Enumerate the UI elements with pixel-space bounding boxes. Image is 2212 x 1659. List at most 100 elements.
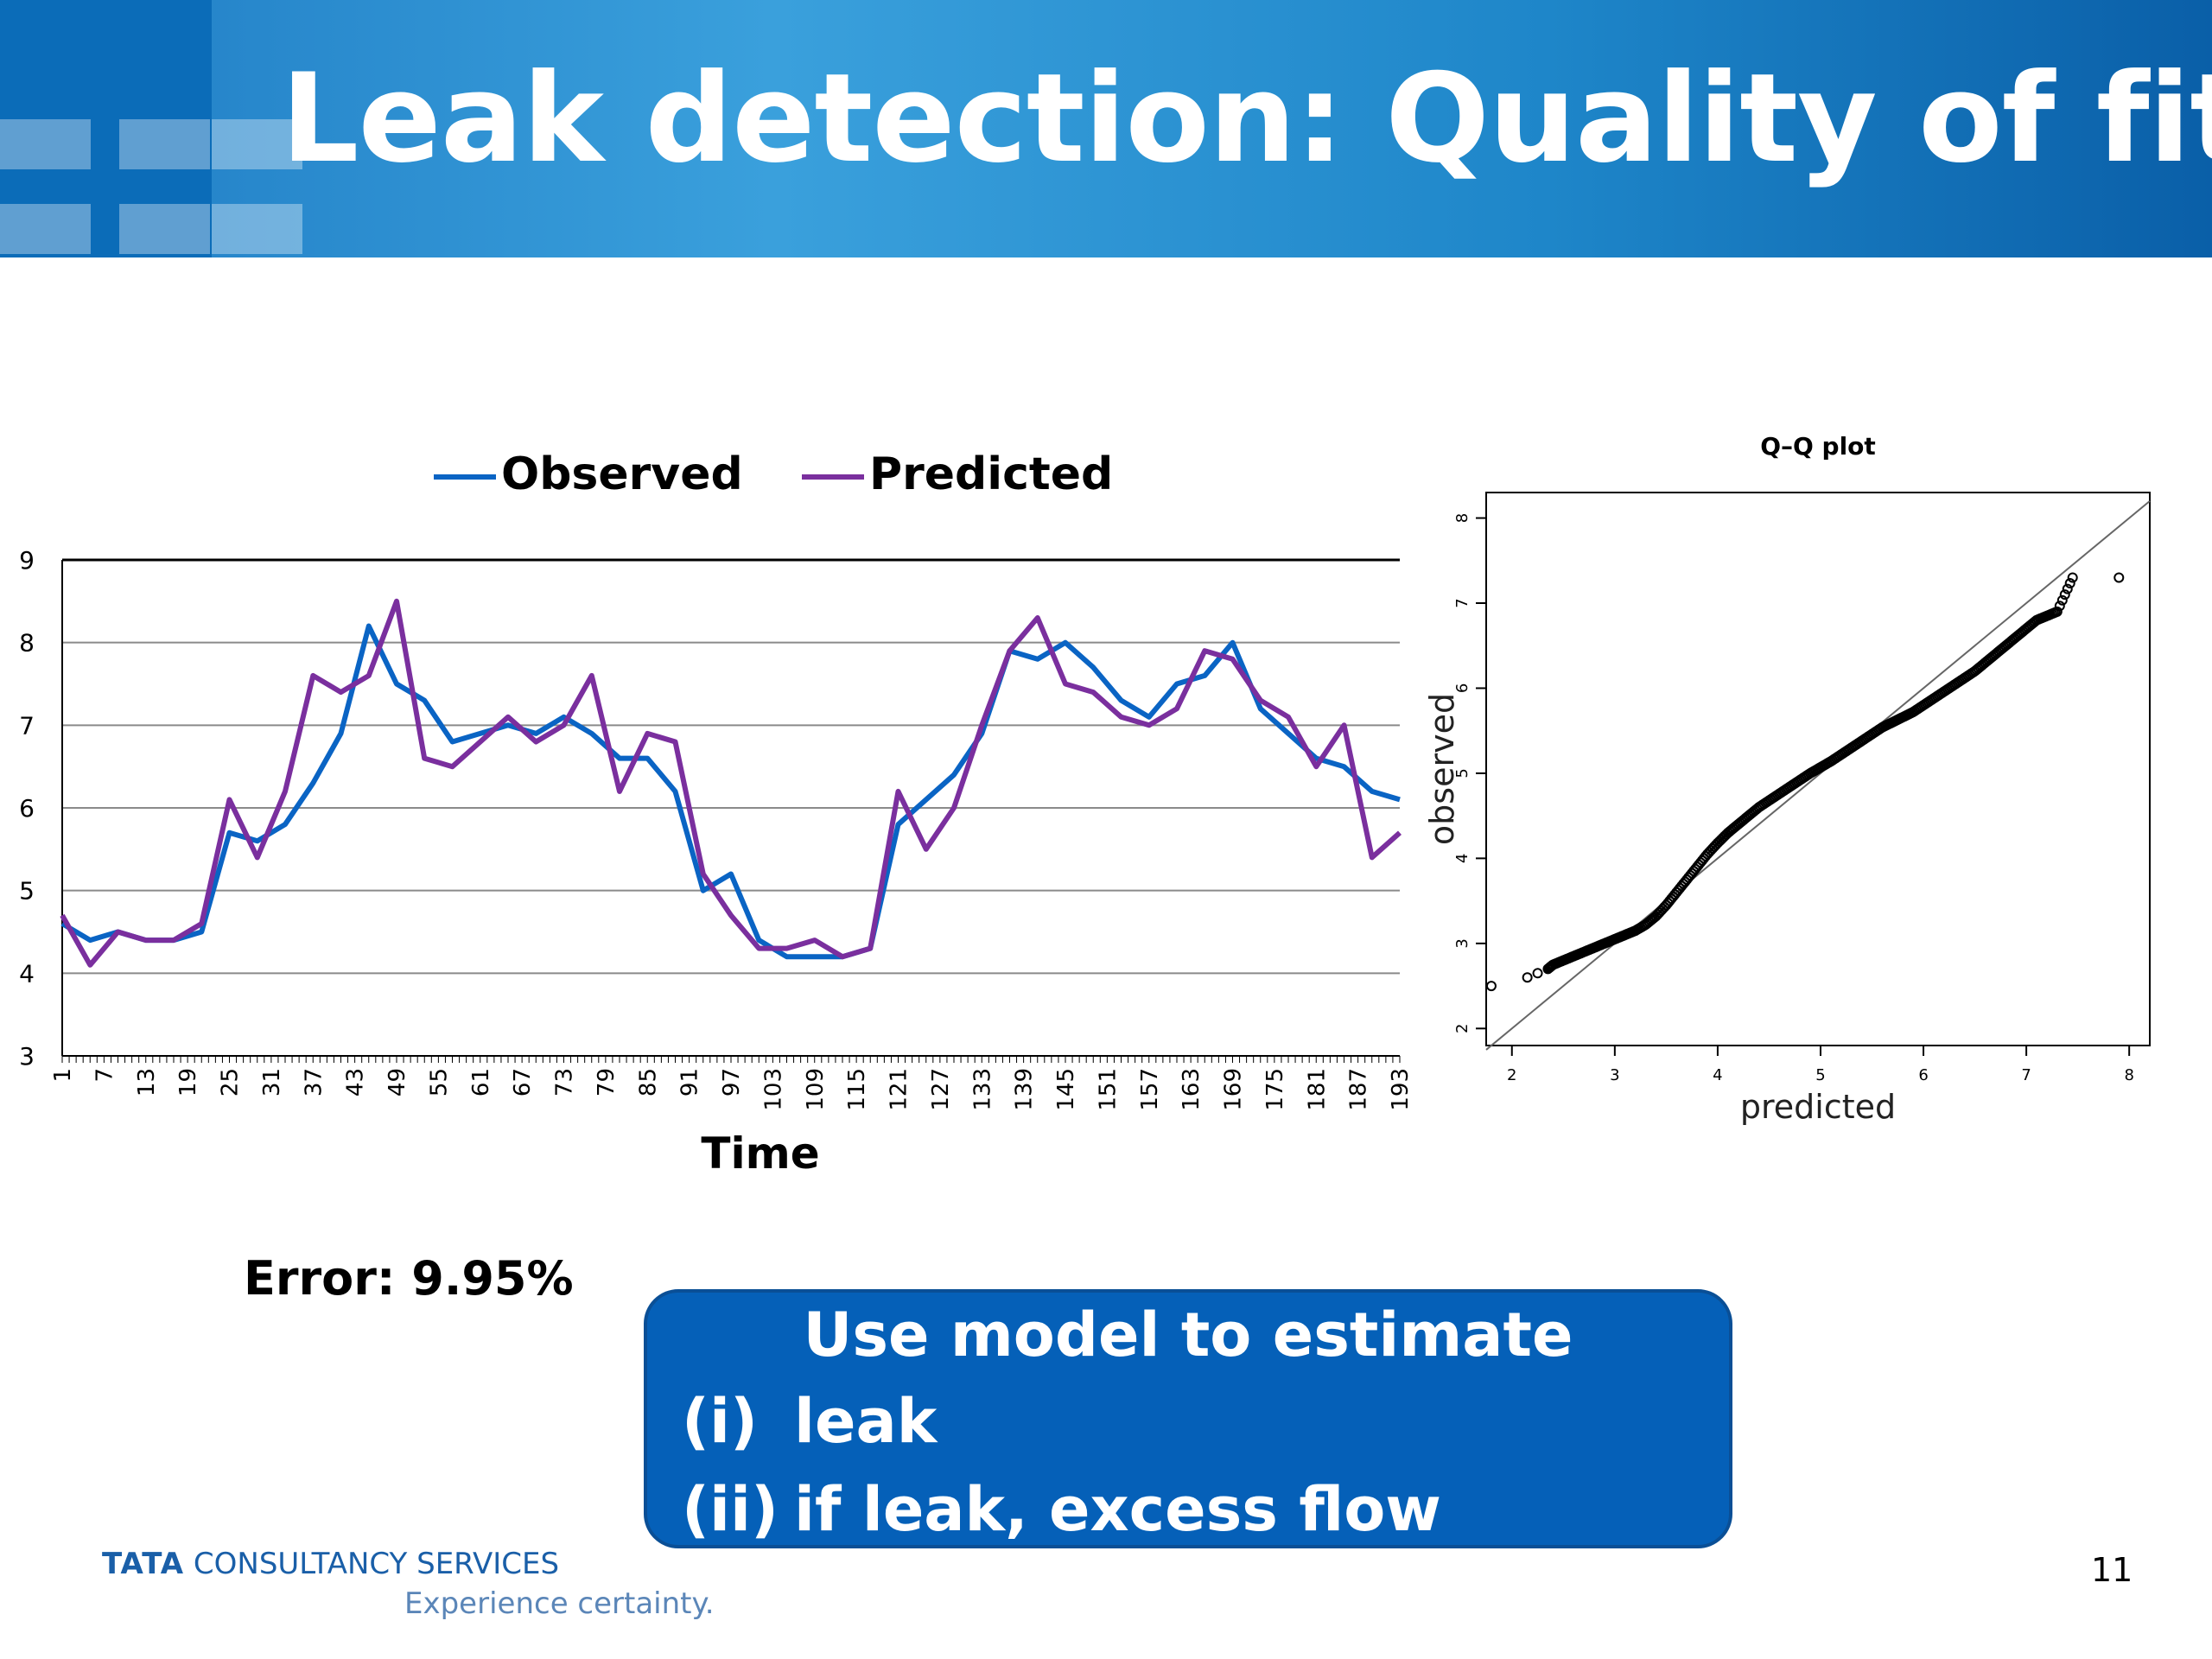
brand-tata: TATA	[102, 1547, 185, 1581]
y-tick-label: 5	[19, 877, 35, 906]
company-tagline: Experience certainty.	[404, 1586, 715, 1621]
x-tick-label: 157	[1137, 1068, 1163, 1111]
x-tick-label: 121	[887, 1068, 912, 1111]
qq-title: Q–Q plot	[1760, 432, 1876, 461]
callout-title: Use model to estimate	[803, 1300, 1573, 1370]
x-tick-label: 19	[175, 1068, 201, 1096]
qq-y-tick-label: 7	[1453, 598, 1471, 607]
qq-point	[1532, 968, 1543, 979]
qq-y-tick-label: 8	[1453, 513, 1471, 523]
y-tick-label: 6	[19, 794, 35, 823]
x-tick-label: 133	[969, 1068, 995, 1111]
y-tick-label: 3	[19, 1042, 35, 1071]
qq-point	[2051, 606, 2063, 617]
x-tick-label: 151	[1095, 1068, 1121, 1111]
x-tick-label: 163	[1179, 1068, 1205, 1111]
qq-y-tick-label: 5	[1453, 768, 1471, 778]
qq-x-tick-label: 2	[1507, 1066, 1516, 1084]
callout-item: (ii) if leak, excess flow	[682, 1474, 1441, 1545]
y-tick-label: 8	[19, 629, 35, 658]
x-tick-label: 13	[134, 1068, 160, 1096]
qq-x-tick-label: 7	[2021, 1066, 2031, 1084]
header-tile	[0, 204, 91, 254]
callout-box: Use model to estimate (i) leak (ii) if lea…	[644, 1289, 1732, 1548]
title-banner: Leak detection: Quality of fit	[0, 0, 2212, 257]
legend-label-observed: Observed	[501, 448, 743, 500]
x-tick-label: 31	[259, 1068, 285, 1096]
header-tile	[212, 204, 302, 254]
qq-point	[1522, 972, 1533, 983]
qq-y-axis-title: observed	[1423, 693, 1461, 845]
callout-item-text: leak	[794, 1386, 938, 1457]
qq-point	[2067, 572, 2078, 583]
callout-item-text: if leak, excess flow	[794, 1474, 1441, 1545]
qq-x-tick-label: 3	[1610, 1066, 1619, 1084]
qq-point	[2062, 583, 2073, 594]
x-tick-label: 145	[1053, 1068, 1079, 1111]
qq-x-tick-label: 6	[1918, 1066, 1928, 1084]
page-number: 11	[2091, 1551, 2133, 1589]
x-tick-label: 61	[468, 1068, 494, 1096]
brand-rest: CONSULTANCY SERVICES	[193, 1547, 560, 1581]
qq-point	[2056, 594, 2068, 606]
qq-point	[2059, 589, 2070, 601]
qq-y-tick-label: 2	[1453, 1024, 1471, 1033]
qq-y-tick-label: 4	[1453, 854, 1471, 863]
x-tick-label: 181	[1304, 1068, 1330, 1111]
header-tile	[212, 119, 302, 169]
legend-label-predicted: Predicted	[869, 448, 1113, 500]
x-tick-label: 109	[803, 1068, 829, 1111]
x-tick-label: 37	[301, 1068, 327, 1096]
callout-item-number: (i)	[682, 1386, 758, 1457]
qq-point	[2113, 572, 2125, 583]
x-tick-label: 43	[343, 1068, 369, 1096]
x-tick-label: 139	[1012, 1068, 1038, 1111]
qq-x-tick-label: 8	[2124, 1066, 2133, 1084]
company-logo-text: TATA CONSULTANCY SERVICES	[102, 1547, 559, 1581]
series-line-predicted	[60, 598, 1402, 968]
x-tick-label: 85	[635, 1068, 661, 1096]
header-decoration	[0, 0, 212, 257]
x-tick-label: 1	[50, 1068, 76, 1083]
x-tick-label: 91	[677, 1068, 703, 1096]
x-tick-label: 187	[1346, 1068, 1372, 1111]
x-axis-title: Time	[701, 1128, 819, 1179]
callout-item-number: (ii)	[682, 1474, 779, 1545]
y-tick-label: 4	[19, 959, 35, 988]
callout-item: (i) leak	[682, 1386, 937, 1457]
x-tick-label: 49	[385, 1068, 410, 1096]
x-tick-label: 115	[844, 1068, 870, 1111]
x-tick-label: 25	[218, 1068, 244, 1096]
x-tick-label: 193	[1388, 1068, 1414, 1111]
error-label: Error: 9.95%	[244, 1251, 574, 1306]
x-tick-label: 97	[719, 1068, 745, 1096]
x-tick-label: 127	[928, 1068, 954, 1111]
x-tick-label: 73	[552, 1068, 578, 1096]
x-tick-label: 103	[760, 1068, 786, 1111]
slide-title: Leak detection: Quality of fit	[281, 48, 2212, 190]
qq-plot-frame	[1485, 492, 2151, 1046]
y-tick-label: 9	[19, 546, 35, 575]
qq-y-tick-label: 3	[1453, 938, 1471, 948]
qq-plot: Q–Q plot 2 3 4 5 6 7 8 2 3 4 5 6 7 8 predicted observed	[1423, 432, 2151, 1126]
x-tick-label: 67	[510, 1068, 536, 1096]
header-tile	[119, 204, 210, 254]
qq-x-tick-label: 4	[1713, 1066, 1722, 1084]
header-tile	[119, 119, 210, 169]
header-tile	[0, 119, 91, 169]
x-tick-label: 175	[1262, 1068, 1288, 1111]
x-tick-label: 169	[1221, 1068, 1247, 1111]
qq-point	[1485, 981, 1497, 992]
y-tick-label: 7	[19, 711, 35, 740]
qq-point	[2054, 601, 2065, 612]
qq-reference-line	[1485, 500, 2151, 1051]
qq-x-axis-title: predicted	[1740, 1088, 1896, 1126]
x-tick-label: 55	[426, 1068, 452, 1096]
x-tick-label: 7	[92, 1068, 118, 1083]
x-tick-label: 79	[594, 1068, 620, 1096]
qq-points	[1485, 572, 2125, 992]
qq-x-tick-label: 5	[1815, 1066, 1825, 1084]
qq-y-tick-label: 6	[1453, 683, 1471, 693]
series-line-observed	[60, 623, 1401, 960]
